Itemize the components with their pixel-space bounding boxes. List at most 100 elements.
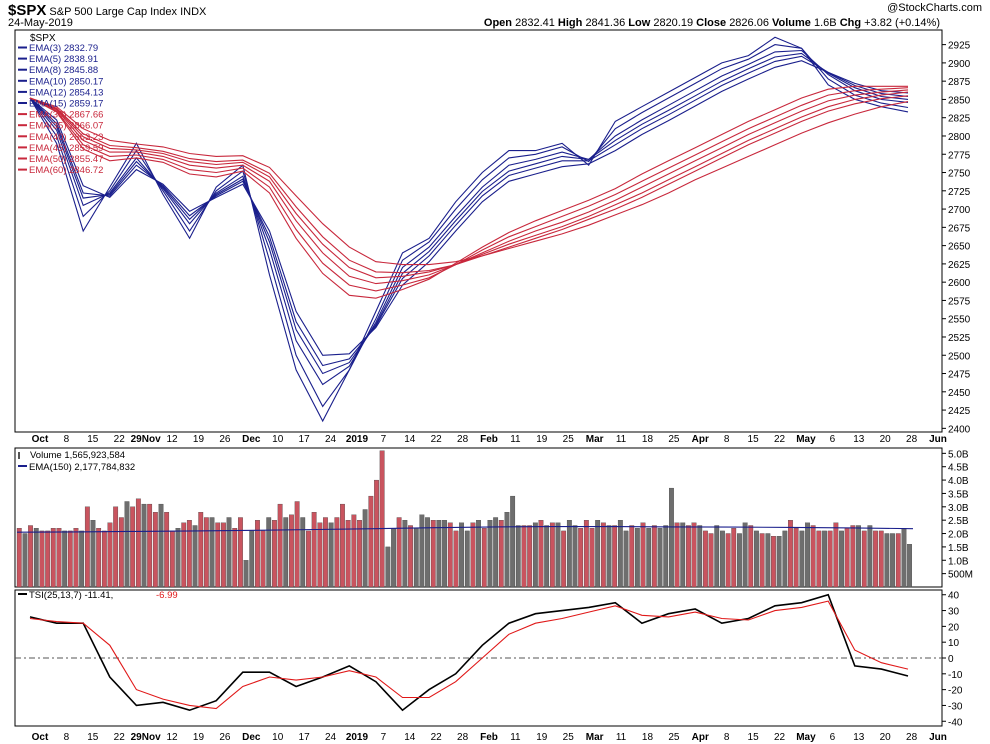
tsi-x-tick-label: 10 xyxy=(272,732,284,743)
volume-bar xyxy=(759,533,765,588)
price-y-tick-label: 2400 xyxy=(948,424,971,435)
price-x-tick-label: May xyxy=(796,434,816,445)
tsi-x-tick-label: Apr xyxy=(692,732,709,743)
volume-bar xyxy=(878,530,884,588)
ema-line-ema10 xyxy=(29,52,909,375)
volume-y-tick-label: 1.5B xyxy=(948,543,969,554)
price-x-tick-label: 17 xyxy=(299,434,311,445)
tsi-line xyxy=(29,593,909,712)
ema-line-ema35 xyxy=(29,87,909,292)
volume-bar xyxy=(578,528,584,588)
legend-entry: EMA(12) 2854.13 xyxy=(29,87,103,98)
volume-bar xyxy=(515,525,521,588)
volume-bar xyxy=(118,517,124,588)
tsi-x-tick-label: 28 xyxy=(457,732,469,743)
price-x-tick-label: 29Nov xyxy=(131,434,161,445)
tsi-x-tick-label: 13 xyxy=(853,732,865,743)
volume-bar xyxy=(742,522,748,588)
tsi-x-tick-label: 2019 xyxy=(346,732,369,743)
volume-bar xyxy=(101,530,107,588)
legend-entry: EMA(15) 2859.17 xyxy=(29,99,103,110)
volume-bar xyxy=(215,522,221,588)
volume-bar xyxy=(867,525,873,588)
price-x-tick-label: 10 xyxy=(272,434,284,445)
volume-bar xyxy=(203,517,209,588)
volume-bar xyxy=(850,525,856,588)
volume-bar xyxy=(340,503,345,588)
tsi-x-tick-label: 15 xyxy=(87,732,99,743)
legend-entry: EMA(60) 2846.72 xyxy=(29,165,103,176)
tsi-x-tick-label: 12 xyxy=(166,732,178,743)
volume-bar xyxy=(481,528,487,588)
volume-bar xyxy=(289,514,294,588)
volume-bar xyxy=(84,506,90,588)
price-y-tick-label: 2525 xyxy=(948,333,971,344)
volume-y-tick-label: 4.5B xyxy=(948,463,969,474)
ema-line-ema3 xyxy=(29,36,909,423)
volume-bar xyxy=(181,522,187,588)
price-x-tick-label: 8 xyxy=(64,434,70,445)
price-x-tick-label: 15 xyxy=(87,434,99,445)
price-x-tick-label: 6 xyxy=(830,434,836,445)
close-value: 2826.06 xyxy=(729,17,769,29)
legend-entry: EMA(8) 2845.88 xyxy=(29,65,98,76)
volume-bar xyxy=(73,528,79,588)
price-x-tick-label: 2019 xyxy=(346,434,369,445)
volume-bar xyxy=(629,525,635,588)
volume-bar xyxy=(33,528,39,588)
volume-bar xyxy=(283,517,289,588)
volume-bar xyxy=(232,528,238,588)
price-x-tick-label: 12 xyxy=(166,434,178,445)
volume-bar xyxy=(447,522,453,588)
tsi-signal-line xyxy=(29,600,909,710)
price-x-tick-label: 18 xyxy=(642,434,654,445)
volume-bar xyxy=(549,522,555,588)
volume-bar xyxy=(538,520,544,588)
tsi-y-tick-label: 20 xyxy=(948,622,960,633)
volume-bar xyxy=(788,520,793,588)
tsi-x-tick-label: Dec xyxy=(242,732,261,743)
volume-bar xyxy=(45,530,51,588)
volume-y-tick-label: 2.5B xyxy=(948,516,969,527)
price-x-tick-label: 25 xyxy=(668,434,680,445)
price-y-tick-label: 2675 xyxy=(948,223,971,234)
volume-bar xyxy=(113,506,119,588)
tsi-x-tick-label: 28 xyxy=(906,732,918,743)
price-x-tick-label: 22 xyxy=(431,434,443,445)
price-x-tick-label: Apr xyxy=(692,434,709,445)
volume-bar xyxy=(255,520,260,588)
price-x-tick-label: 11 xyxy=(510,434,521,445)
tsi-x-tick-label: 26 xyxy=(219,732,231,743)
volume-bar xyxy=(493,517,499,588)
volume-y-tick-label: 1.0B xyxy=(948,556,969,567)
volume-bar xyxy=(238,517,243,588)
chg-label: Chg xyxy=(839,17,862,29)
volume-bar xyxy=(686,525,691,588)
ema-line-ema45 xyxy=(29,91,909,279)
volume-bar xyxy=(737,533,742,588)
price-x-tick-label: 28 xyxy=(906,434,918,445)
tsi-x-tick-label: 17 xyxy=(299,732,311,743)
volume-bar xyxy=(907,544,912,588)
volume-bar xyxy=(504,512,510,588)
volume-bar xyxy=(408,525,413,588)
volume-bar xyxy=(856,525,861,588)
volume-bar xyxy=(572,525,578,588)
volume-bar xyxy=(351,514,357,588)
price-y-tick-label: 2750 xyxy=(948,169,971,180)
volume-bar xyxy=(861,530,867,588)
ema-line-ema60 xyxy=(29,97,909,266)
tsi-signal-legend-label: -6.99 xyxy=(156,590,178,601)
price-y-tick-label: 2475 xyxy=(948,370,971,381)
volume-y-tick-label: 3.5B xyxy=(948,489,969,500)
volume-bar xyxy=(612,525,618,588)
chart-symbol-line: $SPX S&P 500 Large Cap Index INDX xyxy=(8,2,206,19)
price-y-tick-label: 2800 xyxy=(948,132,971,143)
volume-bar xyxy=(669,487,674,588)
volume-bar xyxy=(152,512,158,588)
volume-bar xyxy=(226,517,232,588)
tsi-x-tick-label: Jun xyxy=(929,732,947,743)
ema-line-ema15 xyxy=(29,60,909,356)
legend-entry: EMA(30) 2867.66 xyxy=(29,110,103,121)
tsi-x-tick-label: 11 xyxy=(616,732,627,743)
